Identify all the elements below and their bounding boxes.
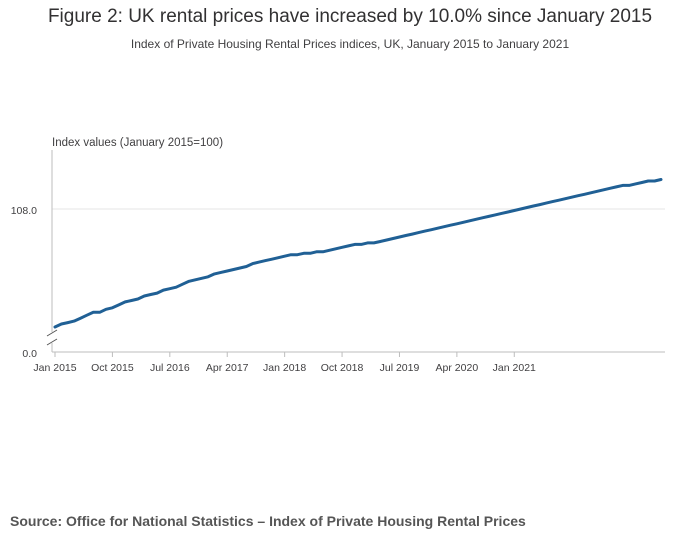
- source-prefix: Source:: [10, 513, 67, 529]
- x-tick-label: Oct 2015: [91, 362, 134, 374]
- y-axis-label: Index values (January 2015=100): [52, 137, 223, 149]
- x-tick-label: Jan 2018: [263, 362, 306, 374]
- y-tick-label: 0.0: [22, 348, 37, 360]
- axis-break-symbol: [46, 329, 58, 346]
- x-tick-label: Jan 2021: [493, 362, 536, 374]
- chart-title: Figure 2: UK rental prices have increase…: [47, 6, 653, 27]
- source-text: Office for National Statistics – Index o…: [66, 513, 526, 529]
- x-tick-label: Jan 2015: [33, 362, 76, 374]
- source-note: Source: Office for National Statistics –…: [10, 513, 526, 529]
- chart-subtitle: Index of Private Housing Rental Prices i…: [130, 37, 570, 51]
- x-tick-label: Jul 2019: [380, 362, 420, 374]
- x-tick-label: Apr 2020: [436, 362, 479, 374]
- series-line: [53, 178, 663, 329]
- x-tick-label: Jul 2016: [150, 362, 190, 374]
- x-tick-label: Oct 2018: [321, 362, 364, 374]
- x-tick-label: Apr 2017: [206, 362, 249, 374]
- y-tick-label: 108.0: [11, 205, 37, 217]
